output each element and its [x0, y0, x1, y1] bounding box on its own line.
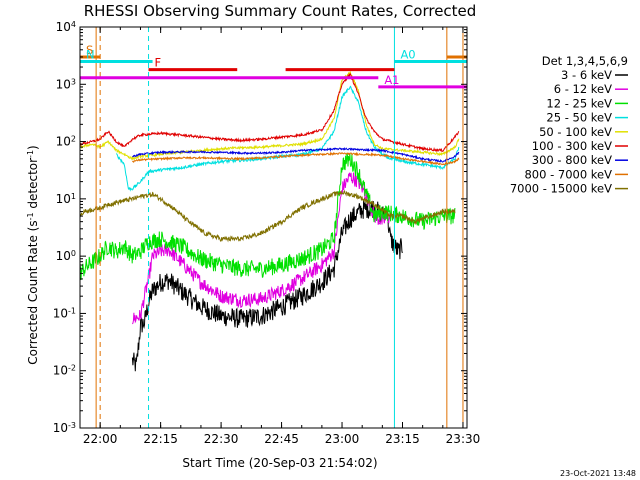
- legend-entry: 12 - 25 keV: [546, 96, 628, 110]
- legend-label: 300 - 800 keV: [532, 153, 612, 167]
- observing-state-label: S: [86, 43, 93, 57]
- y-tick-label: 101: [56, 191, 76, 206]
- series-line-9: [80, 190, 456, 243]
- legend-label: 800 - 7000 keV: [524, 167, 612, 181]
- x-tick-label: 22:45: [264, 432, 299, 446]
- x-tick-label: 22:30: [204, 432, 239, 446]
- x-tick-label: 22:00: [83, 432, 118, 446]
- y-tick-label: 100: [56, 249, 76, 264]
- legend-entry: 800 - 7000 keV: [524, 167, 628, 181]
- observing-state-label: N: [86, 47, 95, 61]
- series-line-3: [80, 152, 456, 281]
- x-tick-label: 23:00: [325, 432, 360, 446]
- legend-label: 25 - 50 keV: [546, 111, 612, 125]
- legend-label: 12 - 25 keV: [546, 96, 612, 110]
- legend-entry: 300 - 800 keV: [532, 153, 628, 167]
- data-layer: [80, 70, 460, 372]
- y-tick-label: 104: [56, 20, 76, 35]
- legend-title: Det 1,3,4,5,6,9: [542, 54, 628, 68]
- observing-state-label: A1: [384, 73, 399, 87]
- legend-label: 3 - 6 keV: [561, 68, 612, 82]
- x-axis: 22:00 22:15 22:30 22:45 23:00 23:15 23:30: [79, 27, 481, 446]
- series-line-5: [80, 70, 460, 161]
- legend-entry: 6 - 12 keV: [554, 82, 628, 96]
- footer-timestamp: 23-Oct-2021 13:48: [560, 469, 636, 478]
- x-tick-label: 23:15: [385, 432, 420, 446]
- series-line-1: [131, 199, 403, 372]
- legend-entry: 100 - 300 keV: [532, 139, 628, 153]
- x-tick-label: 22:15: [143, 432, 178, 446]
- y-axis-label: Corrected Count Rate (s-1 detector-1): [26, 145, 41, 364]
- legend-entry: 50 - 100 keV: [539, 125, 628, 139]
- plot-frame: [79, 26, 468, 429]
- x-axis-label: Start Time (20-Sep-03 21:54:02): [182, 456, 377, 470]
- observing-state-label: F: [155, 56, 162, 70]
- legend-label: 50 - 100 keV: [539, 125, 612, 139]
- y-tick-label: 10-1: [53, 306, 76, 321]
- y-tick-label: 102: [56, 134, 76, 149]
- legend-label: 7000 - 15000 keV: [510, 182, 612, 196]
- y-tick-label: 10-3: [53, 421, 76, 436]
- chart-title: RHESSI Observing Summary Count Rates, Co…: [84, 2, 477, 20]
- legend-entry: 25 - 50 keV: [546, 111, 628, 125]
- observing-state-label: A0: [400, 47, 415, 61]
- series-line-8: [132, 151, 460, 166]
- legend-entry: 7000 - 15000 keV: [510, 182, 628, 196]
- x-tick-label: 23:30: [446, 432, 481, 446]
- series-line-6: [80, 72, 460, 153]
- y-tick-label: 103: [56, 77, 76, 92]
- legend-label: 100 - 300 keV: [532, 139, 612, 153]
- y-axis: 10-3 10-2 10-1 100 101 102 103 104: [53, 20, 467, 436]
- series-line-7: [132, 146, 460, 163]
- y-tick-label: 10-2: [53, 363, 76, 378]
- legend-entry: 3 - 6 keV: [561, 68, 628, 82]
- legend-label: 6 - 12 keV: [554, 82, 612, 96]
